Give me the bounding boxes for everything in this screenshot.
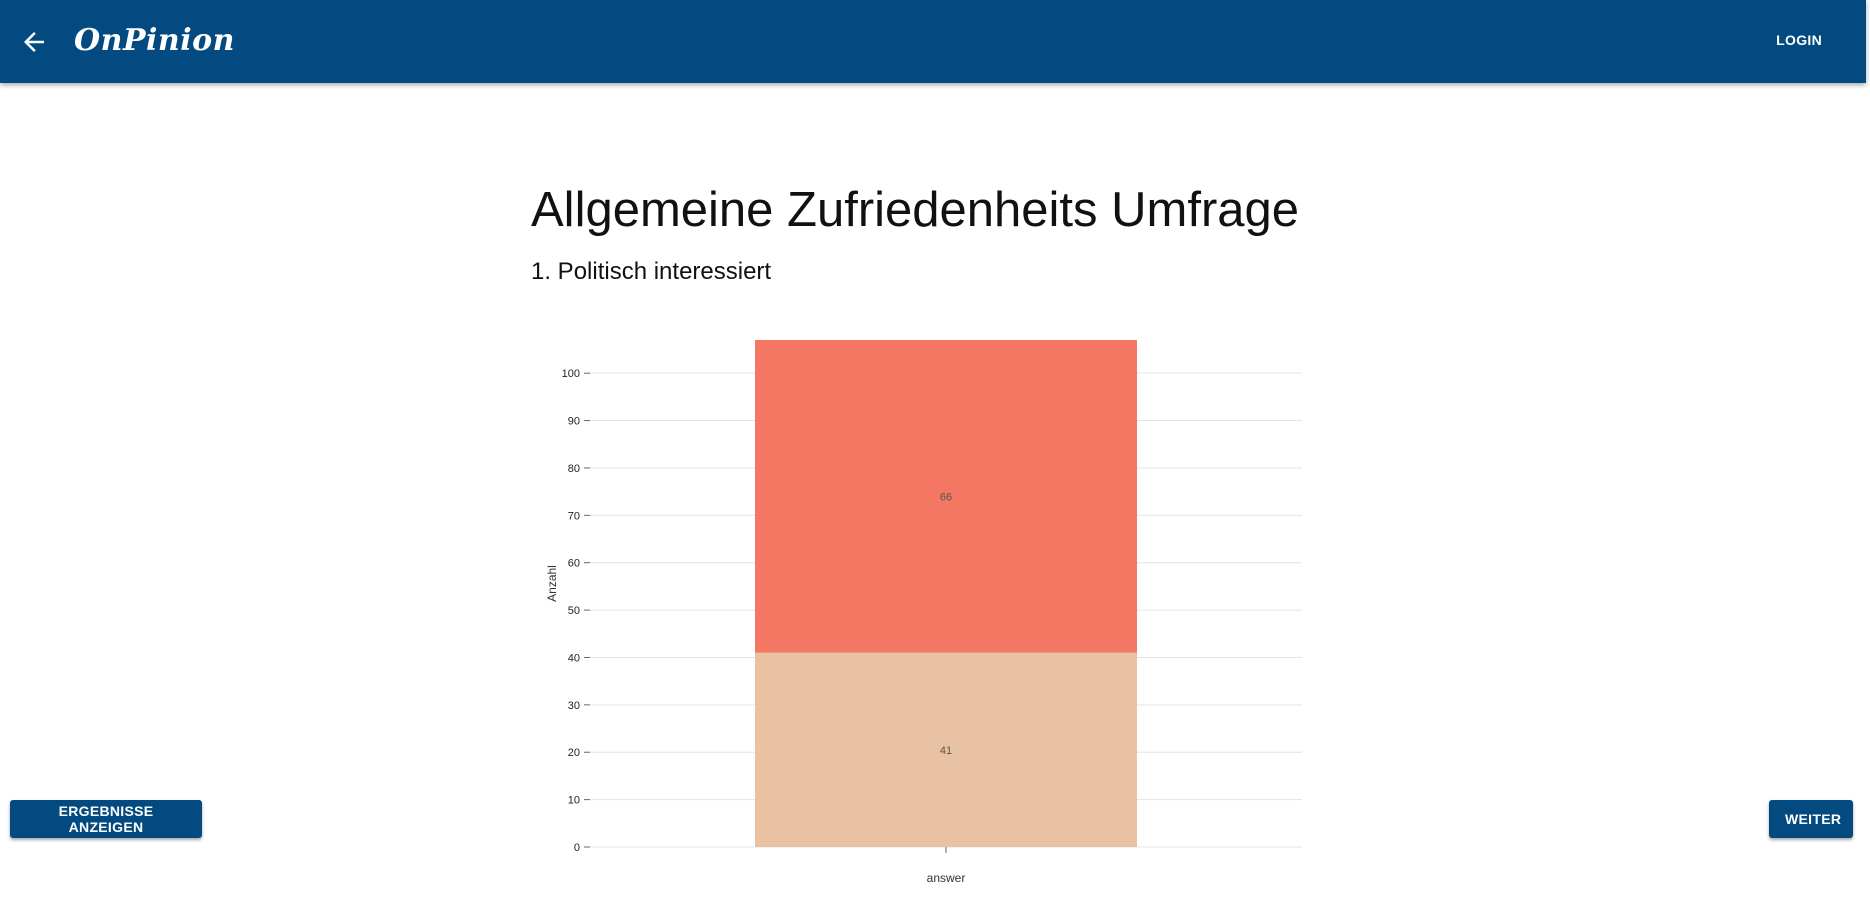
- y-tick-label: 60: [568, 558, 580, 570]
- question-title: 1. Politisch interessiert: [531, 258, 772, 285]
- y-tick-label: 100: [562, 368, 580, 380]
- y-tick-label: 30: [568, 700, 580, 712]
- y-tick-label: 20: [568, 747, 580, 759]
- y-tick-label: 10: [568, 795, 580, 807]
- bar-data-label-1: 66: [940, 491, 952, 503]
- bar-segment-0: [755, 652, 1137, 847]
- y-tick-label: 50: [568, 605, 580, 617]
- y-tick-label: 70: [568, 510, 580, 522]
- login-button[interactable]: LOGIN: [1776, 32, 1822, 48]
- survey-title: Allgemeine Zufriedenheits Umfrage: [531, 183, 1300, 237]
- y-tick-label: 80: [568, 463, 580, 475]
- y-tick-label: 40: [568, 652, 580, 664]
- arrow-left-icon: [24, 32, 44, 52]
- bar-data-label-0: 41: [940, 745, 952, 757]
- app-logo[interactable]: OnPinion: [74, 23, 235, 58]
- y-tick-label: 90: [568, 416, 580, 428]
- x-axis-label: answer: [927, 871, 966, 885]
- back-button[interactable]: [12, 20, 56, 64]
- y-axis-label: Anzahl: [545, 565, 559, 602]
- show-results-button[interactable]: ERGEBNISSE ANZEIGEN: [10, 800, 202, 838]
- y-tick-label: 0: [574, 842, 580, 854]
- next-button[interactable]: WEITER: [1769, 800, 1853, 838]
- bar-segment-1: [755, 340, 1137, 653]
- app-bar: OnPinion LOGIN: [0, 0, 1866, 83]
- results-chart: 0 10 20 30 40 50 60 70 80 90 100 41 66 answer Anzahl: [545, 340, 1302, 885]
